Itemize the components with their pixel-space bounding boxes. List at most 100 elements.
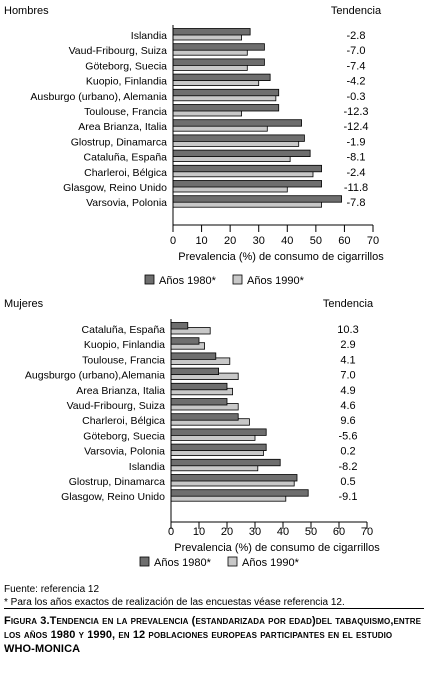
hombres-x-axis-label: Prevalencia (%) de consumo de cigarrillo… — [178, 251, 384, 263]
hombres-trend-value: -12.4 — [343, 121, 368, 133]
mujeres-category-label: Göteborg, Suecia — [83, 430, 165, 442]
mujeres-trend-value: -8.2 — [339, 461, 358, 473]
hombres-trend-value: -8.1 — [347, 152, 366, 164]
hombres-x-tick-label: 20 — [224, 235, 236, 247]
mujeres-trend-value: 4.9 — [340, 385, 355, 397]
mujeres-bar-1980 — [170, 382, 228, 391]
mujeres-category-label: Charleroi, Bélgica — [82, 415, 165, 427]
mujeres-legend-label-1980: Años 1980* — [154, 557, 212, 569]
mujeres-legend-swatch-1990 — [227, 556, 238, 567]
caption-rule — [4, 608, 424, 609]
mujeres-bar-1980 — [170, 322, 189, 330]
hombres-x-tick-label: 30 — [253, 235, 265, 247]
hombres-x-tick-label: 0 — [170, 235, 176, 247]
mujeres-trend-value: -9.1 — [339, 491, 358, 503]
mujeres-bar-1980 — [170, 489, 309, 497]
mujeres-category-label: Varsovia, Polonia — [84, 446, 165, 458]
figure-caption: Figura 3.Tendencia en la prevalencia (es… — [4, 615, 422, 655]
mujeres-category-label: Glasgow, Reino Unido — [61, 491, 165, 503]
mujeres-x-tick-label: 60 — [333, 526, 345, 538]
hombres-category-label: Islandia — [131, 30, 167, 42]
hombres-x-tick-label: 50 — [310, 235, 322, 247]
hombres-category-label: Glostrup, Dinamarca — [71, 136, 167, 148]
mujeres-x-tick-label: 30 — [249, 526, 261, 538]
mujeres-category-label: Toulouse, Francia — [82, 354, 165, 366]
hombres-category-label: Kuopio, Finlandia — [86, 76, 167, 88]
hombres-bar-1980 — [172, 73, 271, 81]
mujeres-x-tick-label: 70 — [361, 526, 373, 538]
mujeres-x-tick-label: 10 — [193, 526, 205, 538]
hombres-bar-1980 — [172, 149, 311, 158]
mujeres-trend-value: 9.6 — [340, 415, 355, 427]
hombres-category-label: Vaud-Fribourg, Suiza — [69, 45, 168, 57]
hombres-category-label: Toulouse, Francia — [84, 106, 167, 118]
hombres-bar-1980 — [172, 134, 305, 142]
hombres-trend-value: -12.3 — [343, 106, 368, 118]
hombres-category-label: Charleroi, Bélgica — [84, 167, 167, 179]
hombres-legend-label-1980: Años 1980* — [159, 275, 217, 287]
hombres-category-label: Area Brianza, Italia — [78, 121, 167, 133]
hombres-panel-label: Hombres — [4, 5, 49, 17]
mujeres-bar-1980 — [170, 398, 228, 406]
mujeres-trend-value: 4.1 — [340, 354, 355, 366]
mujeres-category-label: Glostrup, Dinamarca — [69, 476, 165, 488]
hombres-bar-1980 — [172, 180, 322, 188]
mujeres-category-label: Islandia — [129, 461, 165, 473]
hombres-x-tick-label: 60 — [338, 235, 350, 247]
source-note: Fuente: referencia 12 — [4, 584, 100, 595]
mujeres-category-label: Area Brianza, Italia — [76, 385, 165, 397]
mujeres-trend-value: 4.6 — [340, 400, 355, 412]
mujeres-trend-value: 0.5 — [340, 476, 355, 488]
hombres-bar-1980 — [172, 104, 280, 112]
hombres-trend-value: -1.9 — [347, 136, 366, 148]
mujeres-panel-label: Mujeres — [4, 298, 44, 310]
hombres-bar-1980 — [172, 28, 251, 36]
mujeres-category-label: Augsburgo (urbano),Alemania — [25, 370, 165, 382]
mujeres-trend-value: 7.0 — [340, 370, 355, 382]
mujeres-bar-1980 — [170, 352, 217, 360]
hombres-category-label: Varsovia, Polonia — [86, 197, 167, 209]
mujeres-bar-1980 — [170, 428, 267, 436]
mujeres-bar-1980 — [170, 413, 239, 421]
hombres-legend-swatch-1980 — [144, 274, 155, 285]
mujeres-x-axis-label: Prevalencia (%) de consumo de cigarrillo… — [174, 542, 380, 554]
hombres-x-tick-label: 10 — [195, 235, 207, 247]
mujeres-x-tick-label: 40 — [277, 526, 289, 538]
mujeres-category-label: Kuopio, Finlandia — [84, 339, 165, 351]
hombres-trend-header: Tendencia — [331, 5, 382, 17]
mujeres-trend-value: -5.6 — [339, 430, 358, 442]
mujeres-category-label: Vaud-Fribourg, Suiza — [67, 400, 166, 412]
figure-notes: Fuente: referencia 12 * Para los años ex… — [4, 583, 424, 609]
mujeres-trend-value: 0.2 — [340, 446, 355, 458]
hombres-trend-value: -7.0 — [347, 45, 366, 57]
hombres-bar-1980 — [172, 43, 265, 51]
mujeres-legend-swatch-1980 — [139, 556, 150, 567]
hombres-legend-swatch-1990 — [232, 274, 243, 285]
hombres-category-label: Ausburgo (urbano), Alemania — [30, 91, 167, 103]
hombres-trend-value: -4.2 — [347, 76, 366, 88]
mujeres-x-tick-label: 50 — [305, 526, 317, 538]
hombres-category-label: Göteborg, Suecia — [85, 60, 167, 72]
hombres-bar-1980 — [172, 88, 280, 97]
footnote: * Para los años exactos de realización d… — [4, 597, 345, 608]
mujeres-bar-1980 — [170, 443, 267, 452]
mujeres-bar-1980 — [170, 458, 281, 467]
hombres-trend-value: -7.8 — [347, 197, 366, 209]
mujeres-x-tick-label: 20 — [221, 526, 233, 538]
hombres-x-tick-label: 70 — [367, 235, 379, 247]
mujeres-bar-1980 — [170, 367, 219, 376]
hombres-category-label: Cataluña, España — [84, 152, 168, 164]
mujeres-category-label: Cataluña, España — [82, 324, 166, 336]
hombres-x-tick-label: 40 — [281, 235, 293, 247]
hombres-category-label: Glasgow, Reino Unido — [63, 182, 167, 194]
mujeres-trend-value: 10.3 — [337, 324, 358, 336]
hombres-bar-1980 — [172, 195, 342, 203]
hombres-trend-value: -0.3 — [347, 91, 366, 103]
mujeres-bar-1980 — [170, 474, 298, 482]
mujeres-trend-header: Tendencia — [323, 298, 374, 310]
mujeres-bar-1980 — [170, 337, 200, 345]
hombres-bar-1980 — [172, 58, 265, 66]
mujeres-x-tick-label: 0 — [168, 526, 174, 538]
hombres-trend-value: -2.4 — [347, 167, 366, 179]
